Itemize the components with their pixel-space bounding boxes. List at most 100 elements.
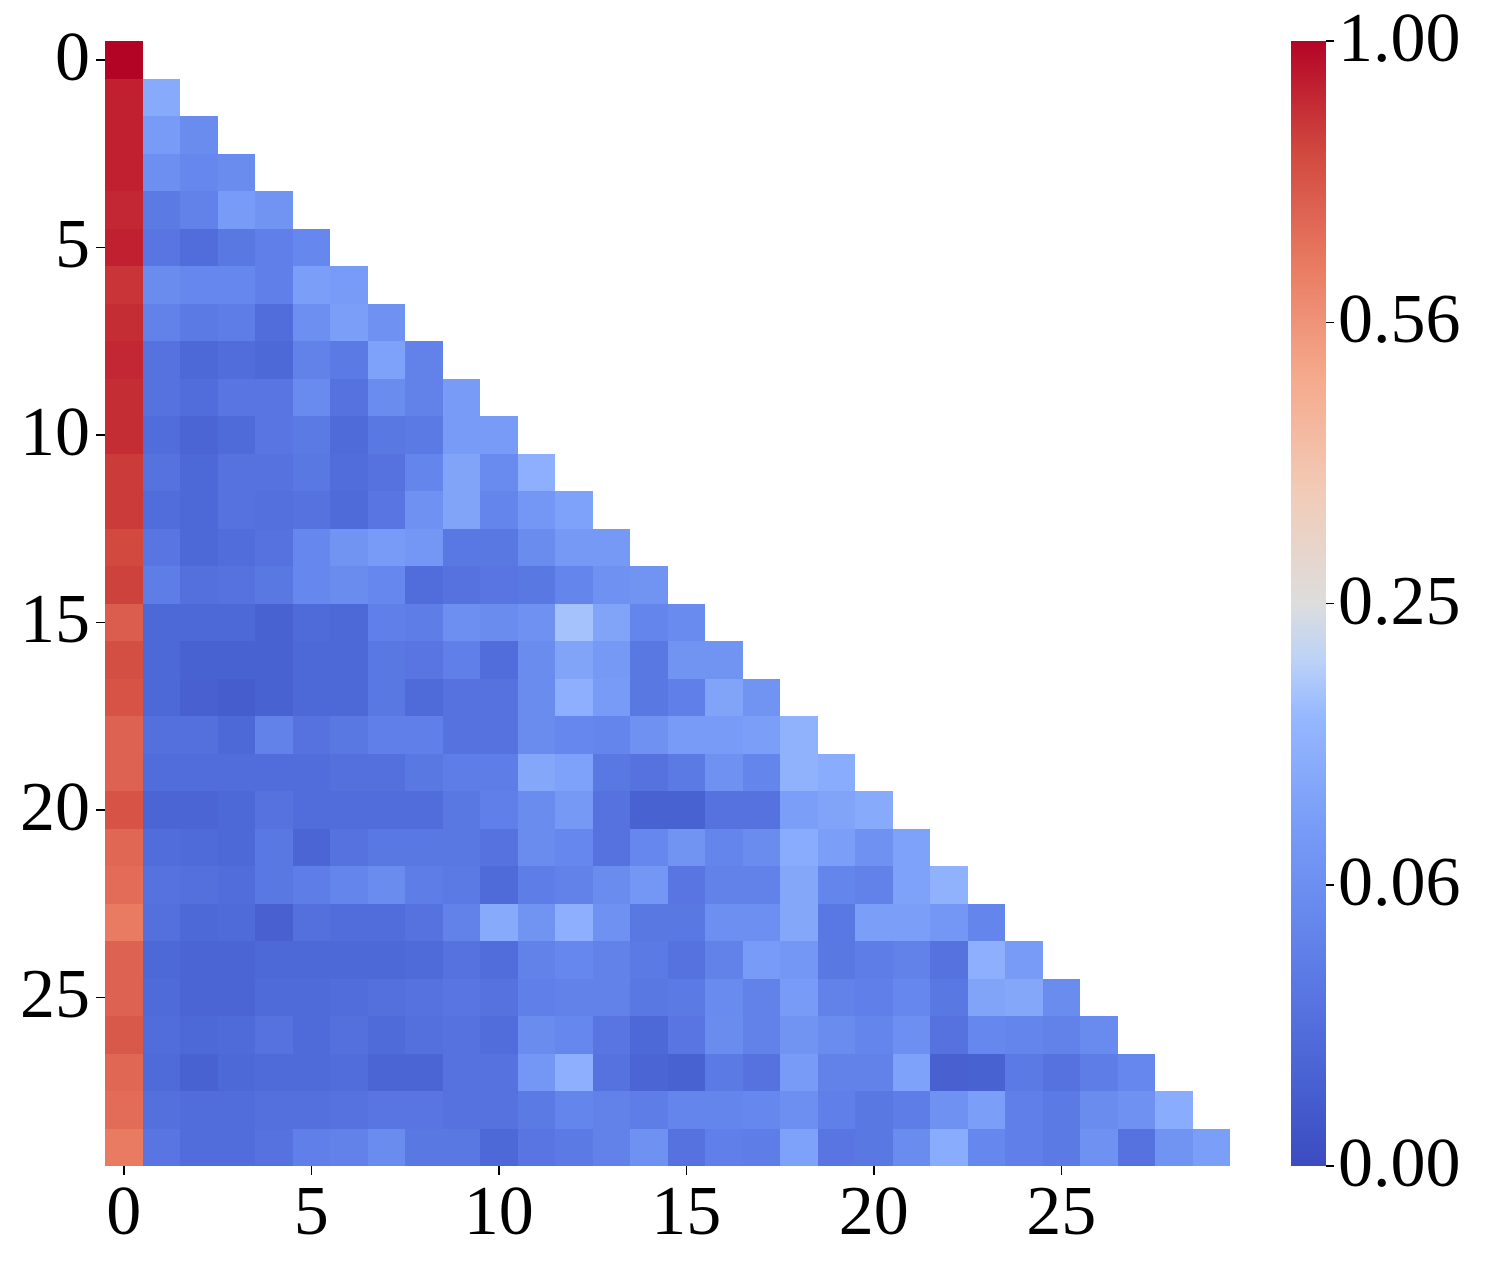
heatmap-cell xyxy=(517,903,556,942)
heatmap-cell xyxy=(217,566,256,604)
heatmap-cell xyxy=(105,191,143,229)
heatmap-cell xyxy=(180,1016,218,1054)
heatmap-cell xyxy=(180,903,218,942)
heatmap-cell xyxy=(667,678,706,717)
heatmap-cell xyxy=(667,1053,706,1092)
heatmap-cell xyxy=(667,828,706,867)
colorbar-tick-mark xyxy=(1326,321,1334,323)
heatmap-cell xyxy=(180,866,218,904)
heatmap-cell xyxy=(405,603,443,642)
heatmap-cell xyxy=(1005,1016,1043,1054)
heatmap-cell xyxy=(180,753,218,792)
heatmap-cell xyxy=(630,566,668,604)
heatmap-cell xyxy=(480,453,518,492)
heatmap-cell xyxy=(255,978,293,1017)
heatmap-cell xyxy=(292,228,331,267)
heatmap-cell xyxy=(892,828,931,867)
heatmap-cell xyxy=(1080,1128,1118,1167)
heatmap-cell xyxy=(780,1016,818,1054)
heatmap-cell xyxy=(367,791,406,829)
heatmap-cell xyxy=(217,641,256,679)
heatmap-cell xyxy=(555,828,593,867)
heatmap-cell xyxy=(217,1016,256,1054)
heatmap-cell xyxy=(630,978,668,1017)
heatmap-cell xyxy=(405,1128,443,1167)
heatmap-cell xyxy=(367,678,406,717)
heatmap-cell xyxy=(742,941,781,979)
heatmap-cell xyxy=(292,566,331,604)
heatmap-cell xyxy=(405,453,443,492)
heatmap-cell xyxy=(892,1016,931,1054)
heatmap-cell xyxy=(442,753,481,792)
heatmap-cell xyxy=(105,641,143,679)
heatmap-cell xyxy=(180,491,218,529)
heatmap-cell xyxy=(292,716,331,754)
heatmap-cell xyxy=(330,678,368,717)
colorbar-tick-label: 0.56 xyxy=(1338,281,1461,359)
heatmap-cell xyxy=(817,828,856,867)
heatmap-cell xyxy=(142,566,181,604)
heatmap-cell xyxy=(330,378,368,417)
heatmap-cell xyxy=(255,228,293,267)
heatmap-cell xyxy=(592,828,631,867)
heatmap-cell xyxy=(255,341,293,379)
heatmap-cell xyxy=(555,1016,593,1054)
heatmap-cell xyxy=(255,828,293,867)
heatmap-cell xyxy=(780,1128,818,1167)
heatmap-cell xyxy=(217,866,256,904)
heatmap-cell xyxy=(405,1016,443,1054)
heatmap-cell xyxy=(667,1016,706,1054)
heatmap-cell xyxy=(292,1016,331,1054)
heatmap-cell xyxy=(780,716,818,754)
y-tick-label: 0 xyxy=(55,18,90,96)
heatmap-cell xyxy=(480,828,518,867)
heatmap-cell xyxy=(967,1053,1006,1092)
heatmap-cell xyxy=(930,978,968,1017)
heatmap-cell xyxy=(592,1091,631,1129)
heatmap-cell xyxy=(855,941,893,979)
colorbar-tick-mark xyxy=(1326,602,1334,605)
heatmap-cell xyxy=(517,1053,556,1092)
heatmap-cell xyxy=(630,641,668,679)
heatmap-cell xyxy=(405,341,443,379)
heatmap-cell xyxy=(105,678,143,717)
heatmap-cell xyxy=(105,116,143,154)
heatmap-cell xyxy=(442,453,481,492)
heatmap-cell xyxy=(592,753,631,792)
heatmap-cell xyxy=(592,791,631,829)
heatmap-cell xyxy=(142,416,181,454)
heatmap-cell xyxy=(480,941,518,979)
heatmap-cell xyxy=(817,1091,856,1129)
heatmap-cell xyxy=(105,716,143,754)
heatmap-cell xyxy=(630,1053,668,1092)
heatmap-cell xyxy=(217,903,256,942)
heatmap-cell xyxy=(255,191,293,229)
heatmap-cell xyxy=(630,791,668,829)
heatmap-cell xyxy=(555,866,593,904)
x-tick-label: 15 xyxy=(651,1173,722,1250)
heatmap-cell xyxy=(705,716,743,754)
heatmap-cell xyxy=(367,903,406,942)
heatmap-cell xyxy=(217,303,256,342)
heatmap-cell xyxy=(855,828,893,867)
x-tick-mark xyxy=(685,1166,687,1175)
heatmap-cell xyxy=(255,266,293,304)
heatmap-cell xyxy=(105,491,143,529)
heatmap-cell xyxy=(480,1053,518,1092)
x-tick-mark xyxy=(1060,1166,1062,1175)
heatmap-cell xyxy=(255,1091,293,1129)
heatmap-cell xyxy=(292,753,331,792)
heatmap-cell xyxy=(217,191,256,229)
heatmap-cell xyxy=(442,716,481,754)
heatmap-cell xyxy=(742,828,781,867)
heatmap-cell xyxy=(105,78,143,117)
heatmap-cell xyxy=(442,1128,481,1167)
heatmap-cell xyxy=(892,1128,931,1167)
heatmap-cell xyxy=(292,678,331,717)
y-tick-mark xyxy=(96,246,105,248)
heatmap-cell xyxy=(142,603,181,642)
heatmap-cell xyxy=(405,903,443,942)
heatmap-cell xyxy=(255,1016,293,1054)
colorbar-tick-mark xyxy=(1326,1165,1334,1167)
heatmap-cell xyxy=(817,791,856,829)
